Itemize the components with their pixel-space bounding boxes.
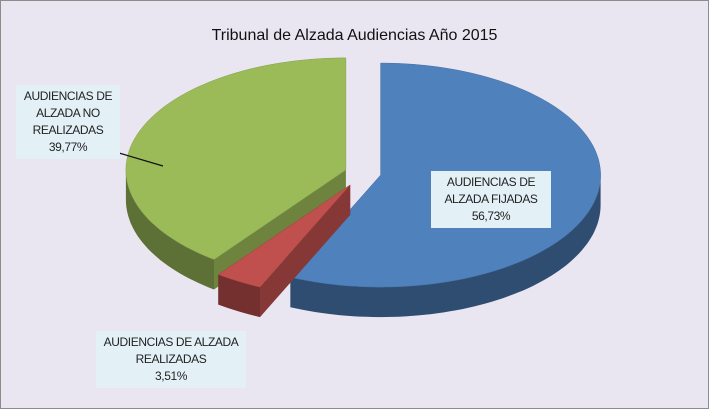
leader-line bbox=[118, 152, 164, 167]
slice-side bbox=[218, 274, 260, 318]
label-name: AUDIENCIAS DE ALZADA FIJADAS bbox=[444, 175, 538, 206]
slice-side bbox=[290, 175, 601, 318]
slice-top bbox=[217, 184, 351, 288]
slice bbox=[217, 184, 351, 318]
label-name: AUDIENCIAS DE ALZADA REALIZADAS bbox=[103, 335, 239, 366]
slice-top bbox=[125, 57, 347, 260]
label-value: 3,51% bbox=[154, 369, 188, 383]
label-value: 56,73% bbox=[471, 209, 511, 223]
chart-title: Tribunal de Alzada Audiencias Año 2015 bbox=[211, 27, 498, 44]
label-value: 39,77% bbox=[48, 140, 88, 154]
data-label: AUDIENCIAS DE ALZADA REALIZADAS 3,51% bbox=[96, 331, 246, 388]
label-name: AUDIENCIAS DE ALZADA NO REALIZADAS bbox=[23, 89, 113, 137]
data-label: AUDIENCIAS DE ALZADA NO REALIZADAS 39,77% bbox=[16, 85, 120, 159]
data-label: AUDIENCIAS DE ALZADA FIJADAS 56,73% bbox=[431, 171, 551, 228]
slice-side bbox=[125, 169, 214, 290]
